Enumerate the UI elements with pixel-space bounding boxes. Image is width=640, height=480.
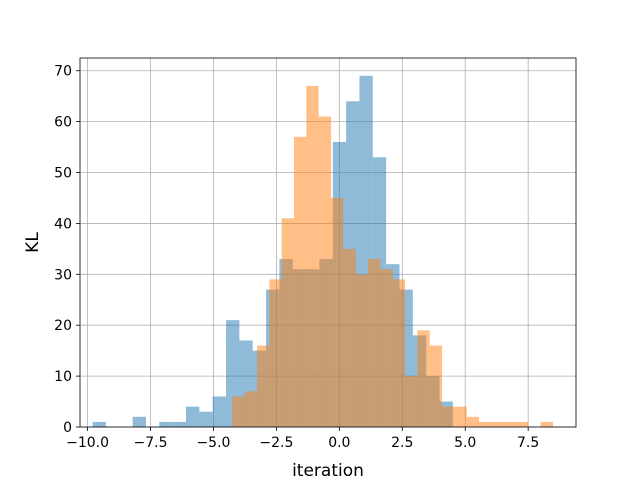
x-tick-label: 2.5 [391, 435, 413, 451]
histogram-bar [355, 274, 369, 427]
histogram-bar [212, 396, 227, 427]
x-tick-label: −5.0 [196, 435, 230, 451]
y-tick-label: 50 [54, 166, 72, 182]
histogram-bar [256, 345, 270, 427]
y-tick-label: 0 [63, 420, 72, 436]
x-tick-label: 7.5 [517, 435, 539, 451]
histogram-bar [269, 279, 282, 427]
histogram-bar [343, 248, 356, 427]
y-axis-ticks: 0 10 20 30 40 50 60 70 [54, 64, 80, 436]
x-tick-label: 5.0 [454, 435, 476, 451]
y-tick-label: 30 [54, 267, 72, 283]
histogram-bar [479, 421, 492, 427]
histogram-bar [454, 406, 467, 427]
histogram-bar [232, 396, 245, 427]
histogram-bar [172, 421, 186, 427]
histogram-bar [392, 279, 406, 427]
histogram-bar [429, 345, 443, 427]
histogram-bar [540, 421, 554, 427]
histogram-bar [318, 116, 332, 427]
histogram-bars [92, 75, 554, 428]
histogram-bar [491, 421, 504, 427]
x-tick-label: −10.0 [66, 435, 109, 451]
histogram-bar [417, 330, 430, 427]
y-tick-label: 20 [54, 318, 72, 334]
histogram-bar [281, 218, 295, 427]
y-tick-label: 10 [54, 369, 72, 385]
histogram-bar [244, 391, 257, 427]
histogram-bar [294, 136, 307, 427]
histogram-bar [306, 85, 319, 427]
histogram-bar [331, 197, 344, 427]
y-tick-label: 60 [54, 115, 72, 131]
x-tick-label: 0.0 [328, 435, 350, 451]
histogram-bar [380, 269, 393, 427]
plot-frame [79, 57, 577, 428]
histogram-bar [159, 421, 173, 427]
histogram-bar [442, 406, 455, 427]
histogram-bar [405, 376, 418, 427]
histogram-bar [92, 421, 106, 427]
y-tick-label: 70 [54, 64, 72, 80]
y-tick-label: 40 [54, 216, 72, 232]
x-tick-label: −2.5 [259, 435, 293, 451]
histogram-bar [368, 259, 381, 427]
histogram-bar [466, 416, 480, 427]
histogram-bar [132, 416, 146, 427]
histogram-bar [503, 421, 517, 427]
histogram-bar [185, 406, 200, 427]
x-axis-ticks: −10.0 −7.5 −5.0 −2.5 0.0 2.5 5.0 7.5 [66, 427, 539, 451]
histogram-bar [516, 421, 529, 427]
x-tick-label: −7.5 [133, 435, 167, 451]
x-axis-title: iteration [292, 461, 364, 480]
series-2-bars [232, 85, 554, 427]
y-axis-title: KL [23, 232, 43, 253]
histogram-bar [199, 411, 213, 427]
